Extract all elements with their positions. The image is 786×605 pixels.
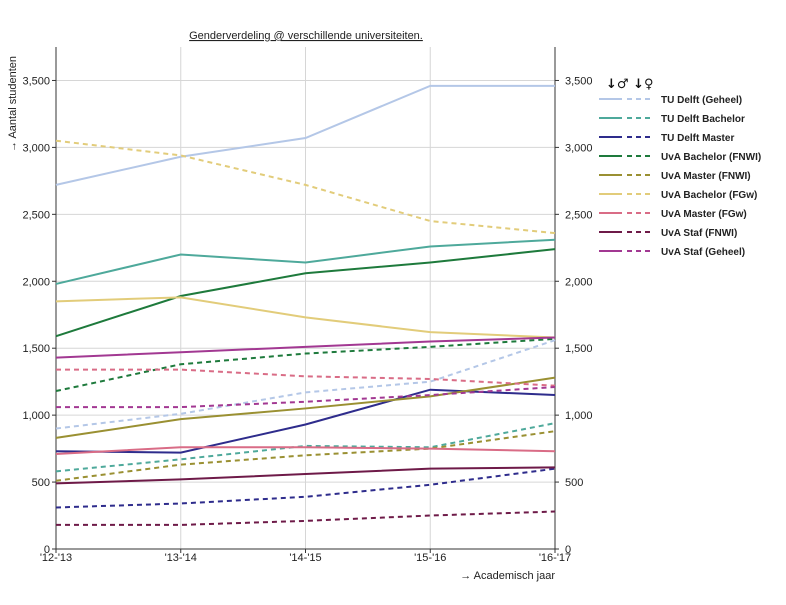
x-tick-label: '15-'16 <box>414 552 446 564</box>
y-tick-label-left: 1,500 <box>22 343 50 355</box>
y-tick-label-right: 500 <box>565 477 583 489</box>
legend-label: TU Delft Bachelor <box>661 114 745 125</box>
legend-label: UvA Bachelor (FGw) <box>661 190 757 201</box>
y-tick-label-left: 3,500 <box>22 75 50 87</box>
legend-label: UvA Bachelor (FNWI) <box>661 152 761 163</box>
x-tick-label: '16-'17 <box>539 552 571 564</box>
x-axis-label: → Academisch jaar <box>460 570 555 582</box>
x-tick-label: '14-'15 <box>289 552 321 564</box>
series-tu-delft-geheel-female-line <box>55 339 556 430</box>
legend-label: UvA Staf (FNWI) <box>661 228 737 239</box>
y-tick-label-right: 3,500 <box>565 75 593 87</box>
series-uva-staf-geheel-female-line <box>56 386 556 409</box>
y-tick-label-right: 3,000 <box>565 142 593 154</box>
series-tu-delft-bachelor-female-line <box>55 422 556 473</box>
legend: ↓♂ ↓♀ TU Delft (Geheel) TU Delft Bachelor… <box>599 77 761 258</box>
series-uva-bachelor-fgw-female-line <box>55 139 556 235</box>
y-axis-label: → Aantal studenten <box>7 56 19 152</box>
axes: 0 0 500 500 1,000 1,000 1,500 1,500 2,000 2,000 2,… <box>22 47 593 564</box>
legend-label: UvA Master (FNWI) <box>661 171 751 182</box>
series-uva-bachelor-fnwi-female-line <box>55 337 556 393</box>
y-tick-label-right: 1,500 <box>565 343 593 355</box>
series-uva-master-fnwi-male-line <box>55 376 556 439</box>
series-tu-delft-geheel-male-line <box>55 84 555 186</box>
series-uva-staf-fnwi-female-line <box>56 510 556 526</box>
series-uva-bachelor-fgw-male-line <box>55 296 556 339</box>
y-tick-label-left: 2,000 <box>22 276 50 288</box>
x-tick-label: '12-'13 <box>40 552 72 564</box>
y-tick-label-right: 1,000 <box>565 410 593 422</box>
y-tick-label-left: 3,000 <box>22 142 50 154</box>
series-uva-staf-fnwi-male-line <box>55 466 556 485</box>
series-uva-bachelor-fnwi-male-line <box>55 248 556 338</box>
series-uva-master-fgw-male-line <box>55 446 556 455</box>
series-uva-staf-geheel-male-line <box>55 336 556 359</box>
legend-label: TU Delft Master <box>661 133 734 144</box>
y-tick-label-left: 0 <box>44 544 50 556</box>
legend-label: TU Delft (Geheel) <box>661 95 742 106</box>
y-tick-label-left: 1,000 <box>22 410 50 422</box>
y-tick-label-right: 2,000 <box>565 276 593 288</box>
legend-label: UvA Staf (Geheel) <box>661 247 745 258</box>
y-tick-label-left: 500 <box>32 477 50 489</box>
x-tick-label: '13-'14 <box>165 552 197 564</box>
series-uva-master-fnwi-female-line <box>55 430 556 482</box>
legend-label: UvA Master (FGw) <box>661 209 747 220</box>
y-tick-label-right: 2,500 <box>565 209 593 221</box>
chart-title: Genderverdeling @ verschillende universi… <box>189 30 423 42</box>
series-lines <box>55 84 556 526</box>
series-tu-delft-master-female-line <box>55 467 556 509</box>
y-tick-label-left: 2,500 <box>22 209 50 221</box>
legend-title: ↓♂ ↓♀ <box>606 77 654 92</box>
series-uva-master-fgw-female-line <box>56 368 556 387</box>
y-tick-label-right: 0 <box>565 544 571 556</box>
series-tu-delft-bachelor-male-line <box>55 238 556 285</box>
